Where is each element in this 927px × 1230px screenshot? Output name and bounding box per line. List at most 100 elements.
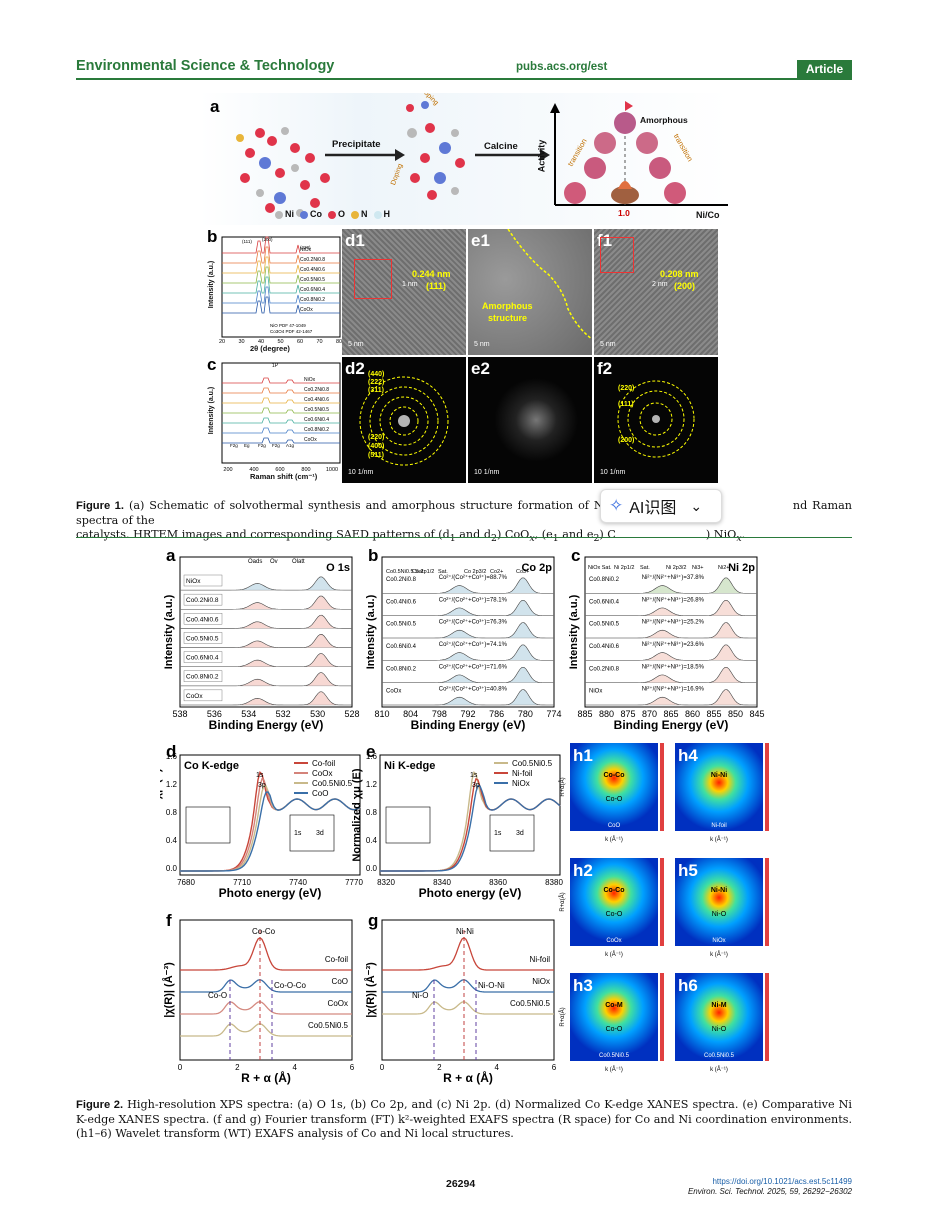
plot-frame bbox=[381, 919, 555, 1061]
peak-label: Ni 2p3/2 bbox=[666, 565, 687, 571]
tick-label: 600 bbox=[275, 467, 284, 473]
feature-label: Co-O bbox=[606, 1026, 623, 1033]
exafs-trace bbox=[382, 979, 554, 993]
annotation: 3p bbox=[258, 782, 266, 789]
annotation: 3d bbox=[516, 830, 524, 837]
ref-label: NiO PDF 47-1049 bbox=[270, 323, 306, 328]
xrd-trace bbox=[222, 296, 340, 314]
tick-label: 80 bbox=[336, 339, 342, 345]
panel-label: e bbox=[366, 742, 375, 761]
peak-label: Ni2+ bbox=[718, 565, 729, 571]
xanes-trace bbox=[380, 784, 561, 872]
peak-label: (200) bbox=[262, 237, 273, 242]
sample-label: Co0.8Ni0.2 bbox=[186, 674, 219, 681]
wavelet-map bbox=[675, 858, 763, 946]
tick-label: 8380 bbox=[545, 878, 563, 887]
colorbar bbox=[660, 858, 664, 946]
panel-label: d bbox=[166, 742, 176, 761]
ratio-label: Ni²⁺/(Ni²⁺+Ni³⁺)=26.8% bbox=[642, 596, 705, 603]
tick-label: 8320 bbox=[377, 878, 395, 887]
plot-title: Co K-edge bbox=[184, 760, 239, 772]
y-axis-label: R+α(Å) bbox=[559, 777, 566, 796]
peak-label: Ov bbox=[270, 559, 278, 565]
xrd-trace bbox=[222, 266, 340, 284]
tick-label: 800 bbox=[301, 467, 310, 473]
y-axis-label: Intensity (a.u.) bbox=[208, 386, 216, 435]
x-axis-label: k (Å⁻¹) bbox=[710, 836, 728, 843]
tick-label: 850 bbox=[728, 709, 743, 719]
panel-label: b bbox=[368, 546, 378, 565]
x-tick: 1.0 bbox=[618, 208, 630, 218]
x-axis-label: k (Å⁻¹) bbox=[710, 1066, 728, 1073]
sample-label: CoOx bbox=[606, 938, 621, 944]
sample-label: Co0.4Ni0.6 bbox=[300, 267, 325, 273]
tick-label: 8340 bbox=[433, 878, 451, 887]
wavelet-map bbox=[570, 973, 658, 1061]
raman-trace bbox=[222, 437, 340, 444]
tick-label: 8360 bbox=[489, 878, 507, 887]
sample-label: CoOx bbox=[300, 307, 313, 313]
feature-label: Co-O bbox=[606, 911, 623, 918]
tick-label: 845 bbox=[749, 709, 764, 719]
ratio-label: Co²⁺/(Co²⁺+Co³⁺)=88.7% bbox=[439, 574, 508, 581]
tick-label: 536 bbox=[207, 709, 222, 719]
doi-link[interactable]: https://doi.org/10.1021/acs.est.5c11499 bbox=[712, 1177, 852, 1186]
panel-label: h3 bbox=[573, 976, 593, 995]
tick-label: 0.8 bbox=[166, 808, 178, 817]
tick-label: 400 bbox=[249, 467, 258, 473]
chevron-down-icon[interactable]: ⌄ bbox=[690, 497, 703, 514]
wavelet-map bbox=[570, 858, 658, 946]
ai-image-recognition-button[interactable]: ✧ AI识图 ⌄ bbox=[600, 489, 722, 523]
tick-label: 7740 bbox=[289, 878, 307, 887]
lattice-plane: (200) bbox=[674, 281, 696, 291]
exafs-trace bbox=[180, 1023, 352, 1037]
tick-label: 4 bbox=[494, 1063, 499, 1072]
scale-bar: 5 nm bbox=[600, 341, 616, 348]
sparkle-icon: ✧ bbox=[609, 496, 624, 515]
article-badge: Article bbox=[797, 60, 852, 78]
sample-label: Co0.2Ni0.8 bbox=[386, 577, 417, 583]
ratio-label: Co²⁺/(Co²⁺+Co³⁺)=74.1% bbox=[439, 641, 508, 648]
tick-label: 1.2 bbox=[366, 780, 378, 789]
xrd-trace bbox=[222, 256, 340, 274]
amorphous-label: Amorphous bbox=[640, 115, 688, 125]
peak-label: Sat. bbox=[640, 565, 650, 571]
tick-label: 528 bbox=[344, 709, 359, 719]
sample-label: Co-foil bbox=[325, 955, 348, 964]
raman-trace bbox=[222, 417, 340, 424]
caption-head: Figure 2. bbox=[76, 1099, 124, 1111]
feature-label: Co-Co bbox=[604, 887, 625, 894]
annotation: Ni-O bbox=[412, 991, 428, 1000]
peak-label: Co3+ bbox=[516, 569, 529, 575]
tick-label: 798 bbox=[432, 709, 447, 719]
plot-title: Co 2p bbox=[521, 562, 552, 574]
sample-label: NiOx bbox=[532, 977, 550, 986]
legend-item: N bbox=[351, 209, 368, 219]
tick-label: 534 bbox=[241, 709, 256, 719]
sample-label: Co0.4Ni0.6 bbox=[186, 616, 219, 623]
panel-label: h4 bbox=[678, 746, 698, 765]
sample-label: Co0.4Ni0.6 bbox=[589, 644, 620, 650]
inset-zoom bbox=[489, 814, 535, 852]
wavelet-map bbox=[570, 743, 658, 831]
sample-label: Co0.5Ni0.5 bbox=[386, 622, 417, 628]
panel-label: a bbox=[166, 546, 176, 565]
tick-label: 774 bbox=[546, 709, 561, 719]
saed-e2: e2 10 1/nm bbox=[468, 357, 592, 483]
sample-label: Co0.8Ni0.2 bbox=[386, 666, 417, 672]
journal-url[interactable]: pubs.acs.org/est bbox=[516, 61, 608, 73]
y-axis-label: R+α(Å) bbox=[559, 1007, 566, 1026]
inset-box bbox=[600, 237, 634, 273]
inset-zoom bbox=[289, 814, 335, 852]
tick-label: 786 bbox=[489, 709, 504, 719]
sample-label: NiOx bbox=[712, 938, 725, 944]
x-axis-label: k (Å⁻¹) bbox=[605, 1066, 623, 1073]
panel-label: f bbox=[166, 911, 172, 930]
tick-label: 2 bbox=[437, 1063, 442, 1072]
ratio-label: Co²⁺/(Co²⁺+Co³⁺)=40.8% bbox=[439, 686, 508, 693]
caption-line2: catalysts. HRTEM images and correspondin… bbox=[76, 528, 746, 545]
tick-label: 50 bbox=[277, 339, 283, 345]
panel-label: h5 bbox=[678, 861, 698, 880]
plot-title: Ni 2p bbox=[728, 562, 755, 574]
x-axis-label: R + α (Å) bbox=[241, 1070, 291, 1085]
